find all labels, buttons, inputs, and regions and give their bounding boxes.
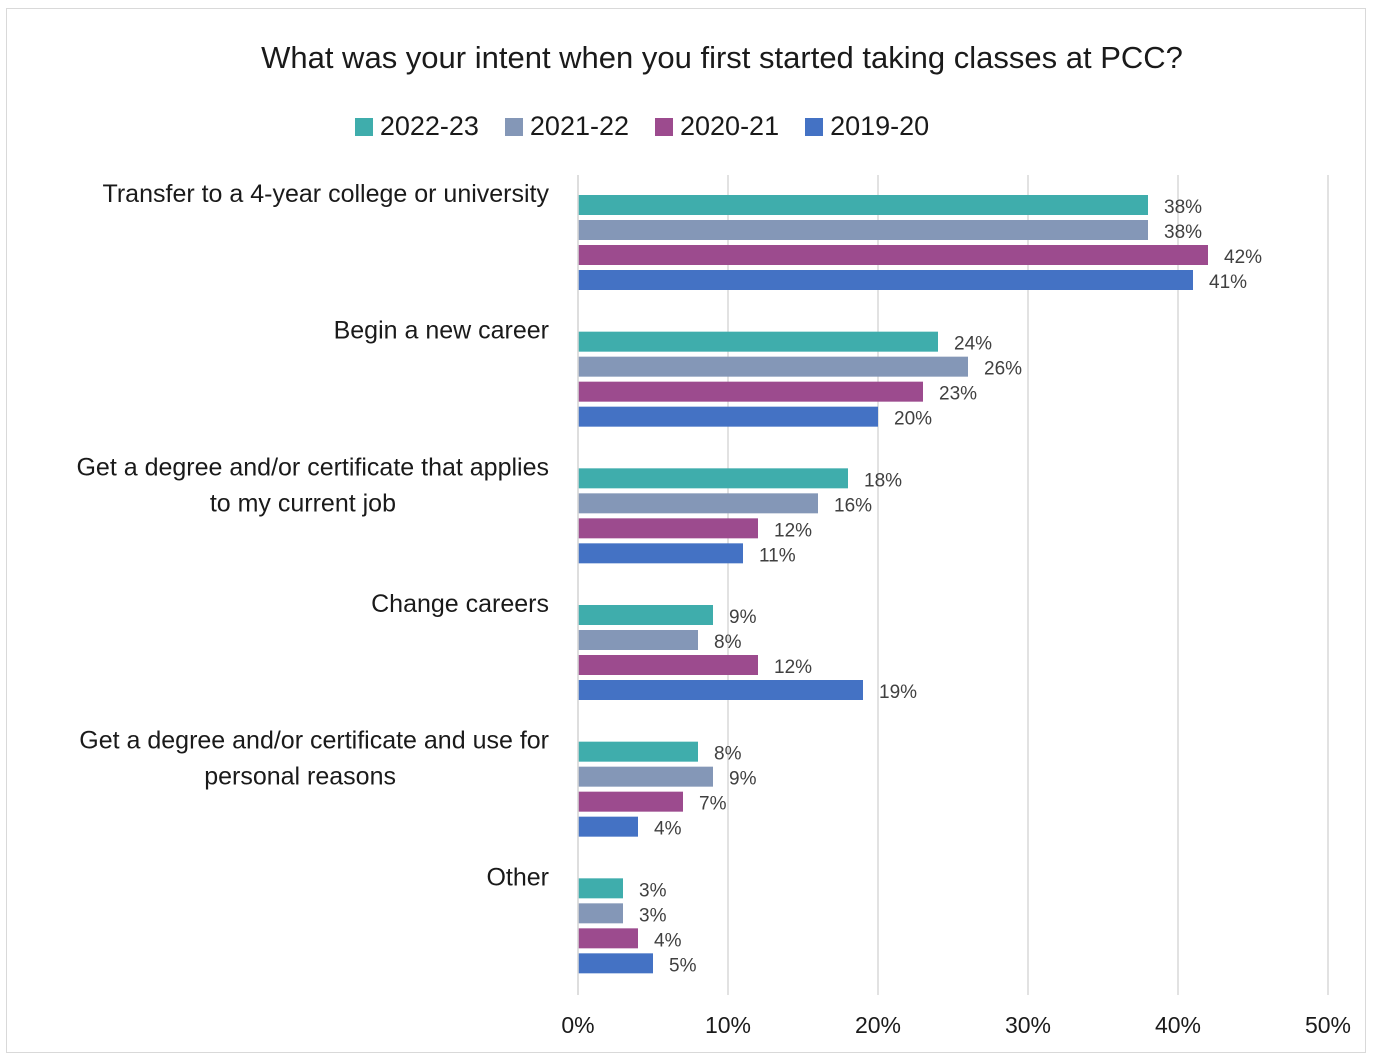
category-label: Other [486, 863, 549, 891]
x-tick-label: 10% [705, 1012, 751, 1038]
data-label: 38% [1164, 222, 1202, 243]
bar-2021-22 [578, 903, 623, 924]
data-label: 16% [834, 495, 872, 516]
bar-2022-23 [578, 468, 848, 489]
data-label: 23% [939, 384, 977, 405]
category-label: Get a degree and/or certificate and use … [79, 727, 549, 755]
data-label: 8% [714, 632, 742, 653]
data-label: 9% [729, 607, 757, 628]
bar-2019-20 [578, 680, 863, 700]
data-label: 20% [894, 409, 932, 430]
data-label: 12% [774, 520, 812, 541]
bar-2020-21 [578, 655, 758, 675]
legend-label: 2020-21 [680, 111, 780, 141]
bar-2019-20 [578, 816, 638, 837]
legend-swatch [504, 117, 523, 136]
chart-title: What was your intent when you first star… [261, 40, 1183, 75]
chart-legend: 2022-23 2021-22 2020-21 2019-20 [0, 111, 1374, 142]
data-label: 41% [1209, 272, 1247, 293]
category-label: personal reasons [204, 763, 396, 791]
data-label: 3% [639, 905, 667, 926]
data-label: 7% [699, 794, 727, 815]
legend-label: 2022-23 [379, 111, 479, 141]
data-label: 4% [654, 930, 682, 951]
bar-2019-20 [578, 406, 878, 427]
data-label: 12% [774, 657, 812, 678]
data-label: 5% [669, 955, 697, 976]
bar-2021-22 [578, 766, 713, 787]
data-label: 9% [729, 769, 757, 790]
bar-2020-21 [578, 928, 638, 949]
bar-2019-20 [578, 953, 653, 974]
bar-2019-20 [578, 270, 1193, 290]
x-tick-label: 30% [1005, 1012, 1051, 1038]
bar-2019-20 [578, 543, 743, 564]
bar-2020-21 [578, 518, 758, 539]
legend-swatch [805, 117, 824, 136]
x-tick-label: 40% [1155, 1012, 1201, 1038]
data-label: 24% [954, 334, 992, 355]
category-label: to my current job [210, 489, 396, 517]
bar-2021-22 [578, 630, 698, 650]
bar-2020-21 [578, 381, 923, 402]
bar-2022-23 [578, 878, 623, 899]
legend-label: 2021-22 [529, 111, 629, 141]
legend-label: 2019-20 [830, 111, 930, 141]
data-label: 11% [759, 545, 796, 566]
category-label: Get a degree and/or certificate that app… [76, 453, 549, 481]
x-tick-label: 0% [561, 1012, 594, 1038]
x-tick-label: 50% [1305, 1012, 1351, 1038]
category-label: Begin a new career [334, 317, 549, 345]
legend-item-2020-21: 2020-21 [655, 111, 779, 142]
legend-item-2021-22: 2021-22 [504, 111, 629, 142]
legend-item-2019-20: 2019-20 [805, 111, 929, 142]
bar-2022-23 [578, 605, 713, 625]
legend-item-2022-23: 2022-23 [354, 111, 479, 142]
data-label: 3% [639, 880, 667, 901]
bar-2022-23 [578, 741, 698, 762]
data-label: 19% [879, 682, 917, 703]
data-label: 42% [1224, 247, 1262, 268]
bar-2022-23 [578, 195, 1148, 215]
data-label: 18% [864, 470, 902, 491]
bar-2021-22 [578, 220, 1148, 240]
legend-swatch [655, 117, 673, 136]
data-label: 4% [654, 819, 682, 840]
x-tick-label: 20% [855, 1012, 901, 1038]
bar-2020-21 [578, 245, 1208, 265]
data-label: 26% [984, 359, 1022, 380]
bar-2022-23 [578, 331, 938, 352]
bar-2020-21 [578, 791, 683, 812]
bar-2021-22 [578, 493, 818, 514]
category-label: Change careers [371, 590, 549, 618]
data-label: 38% [1164, 197, 1202, 218]
legend-swatch [354, 117, 373, 136]
data-label: 8% [714, 744, 742, 765]
category-label: Transfer to a 4-year college or universi… [103, 180, 550, 208]
bar-2021-22 [578, 356, 968, 377]
